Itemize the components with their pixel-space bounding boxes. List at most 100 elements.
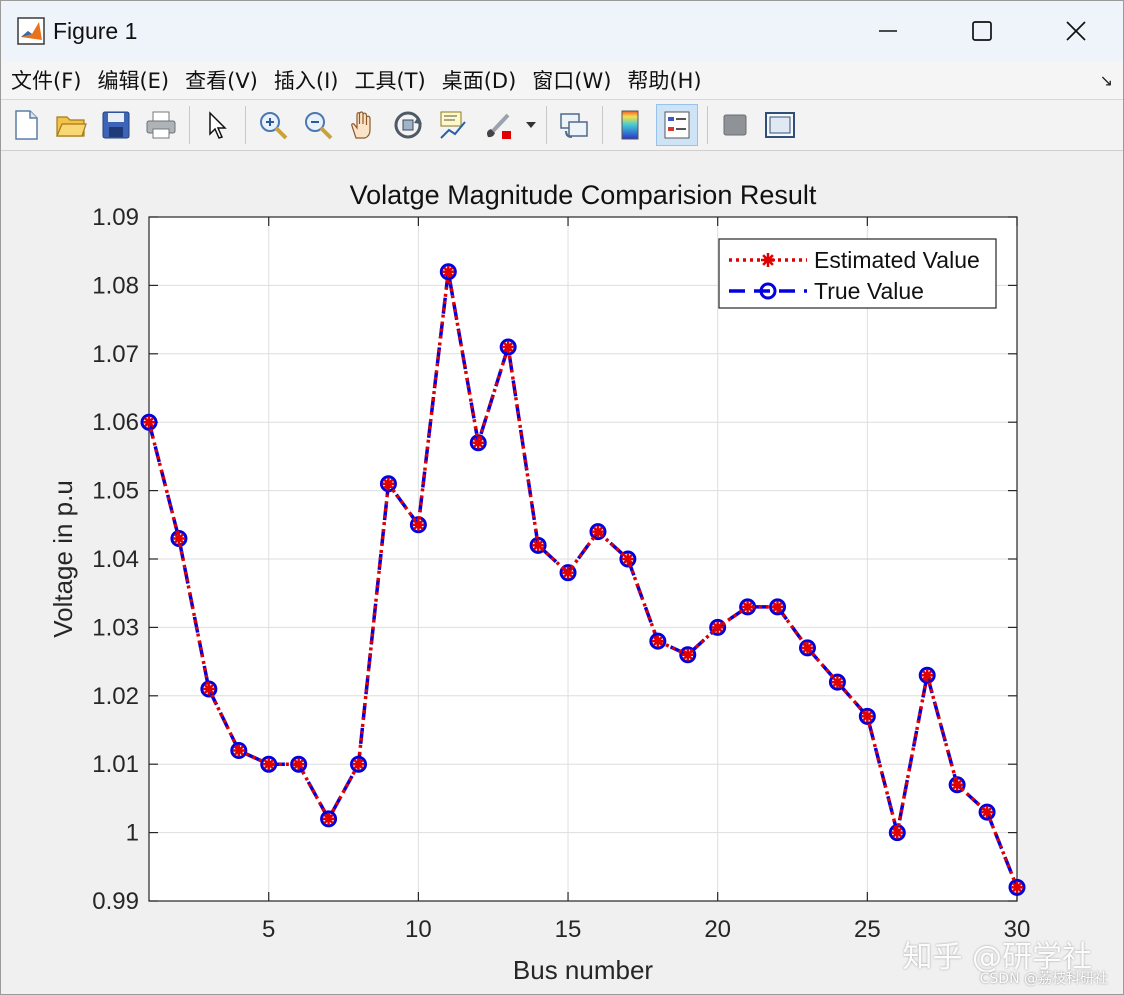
- select-pointer-icon[interactable]: [198, 105, 236, 145]
- toolbar-separator: [546, 106, 547, 144]
- legend-icon[interactable]: [656, 104, 698, 146]
- true-value-marker: [649, 632, 667, 650]
- asterisk-stroke: [772, 601, 783, 612]
- watermark-csdn: CSDN @荔枝科研社: [979, 971, 1108, 987]
- menu-desktop[interactable]: 桌面(D): [441, 69, 517, 93]
- brush-dropdown-icon[interactable]: [524, 105, 538, 145]
- data-cursor-icon[interactable]: [434, 105, 472, 145]
- estimated-value-marker: [382, 477, 395, 490]
- asterisk-stroke: [862, 711, 873, 722]
- asterisk-stroke: [263, 759, 274, 770]
- toolbar-separator: [602, 106, 603, 144]
- estimated-value-marker: [472, 436, 485, 449]
- toolbar: [1, 100, 1123, 151]
- asterisk-stroke: [323, 813, 334, 825]
- x-axis-label: Bus number: [513, 955, 654, 985]
- window-controls: [841, 1, 1123, 61]
- true-value-marker: [439, 263, 457, 281]
- estimated-value-marker: [143, 416, 155, 429]
- close-button[interactable]: [1029, 1, 1123, 61]
- colorbar-icon[interactable]: [611, 105, 649, 145]
- estimated-value-marker: [532, 539, 545, 552]
- true-value-marker: [769, 598, 787, 616]
- legend: Estimated Value True Value: [718, 238, 997, 309]
- estimated-value-marker: [352, 758, 365, 771]
- menu-help[interactable]: 帮助(H): [627, 69, 702, 93]
- estimated-value-marker: [831, 676, 844, 689]
- y-tick-label: 1.07: [92, 341, 139, 368]
- y-tick-label: 1.09: [92, 204, 139, 231]
- true-value-marker: [350, 755, 368, 773]
- asterisk-stroke: [473, 437, 484, 448]
- dock-arrow-icon[interactable]: ↘: [1099, 73, 1113, 90]
- true-value-marker: [379, 475, 397, 493]
- matlab-logo-icon: [17, 17, 45, 45]
- asterisk-stroke: [353, 759, 364, 770]
- watermark-zhihu: 知乎 @研学社: [902, 940, 1092, 975]
- asterisk-stroke: [413, 519, 424, 530]
- estimated-value-marker: [232, 744, 245, 757]
- asterisk-stroke: [622, 553, 633, 565]
- x-tick-label: 5: [262, 916, 275, 943]
- y-tick-label: 1.04: [92, 546, 139, 573]
- maximize-button[interactable]: [935, 1, 1029, 61]
- rotate-3d-icon[interactable]: [389, 105, 427, 145]
- estimated-value-marker: [591, 525, 604, 538]
- true-value-marker: [709, 618, 727, 636]
- asterisk-stroke: [1011, 882, 1023, 893]
- estimated-value-marker: [981, 806, 994, 819]
- brush-icon[interactable]: [479, 105, 517, 145]
- menu-tools[interactable]: 工具(T): [354, 69, 426, 93]
- print-icon[interactable]: [142, 105, 180, 145]
- y-tick-label: 0.99: [92, 888, 139, 915]
- estimated-value-marker: [502, 340, 515, 353]
- asterisk-stroke: [682, 649, 693, 660]
- true-value-marker: [828, 673, 846, 691]
- asterisk-stroke: [712, 622, 723, 633]
- asterisk-stroke: [233, 745, 244, 756]
- asterisk-stroke: [383, 478, 394, 489]
- open-folder-icon[interactable]: [52, 105, 90, 145]
- x-tick-label: 25: [854, 916, 881, 943]
- estimated-value-marker: [801, 641, 814, 654]
- y-axis-label: Voltage in p.u: [48, 480, 78, 638]
- true-value-marker: [679, 646, 697, 664]
- menu-window[interactable]: 窗口(W): [532, 69, 612, 93]
- title-bar: Figure 1: [1, 1, 1123, 61]
- legend-label-true: True Value: [814, 278, 924, 304]
- menu-view[interactable]: 查看(V): [185, 69, 258, 93]
- save-icon[interactable]: [97, 105, 135, 145]
- estimated-value-marker: [891, 826, 904, 839]
- link-plot-icon[interactable]: [555, 105, 593, 145]
- estimated-value-marker: [771, 600, 784, 613]
- show-plot-tools-icon[interactable]: [761, 105, 799, 145]
- zoom-out-icon[interactable]: [299, 105, 337, 145]
- pan-hand-icon[interactable]: [344, 105, 382, 145]
- y-tick-label: 1.02: [92, 683, 139, 710]
- chart-svg[interactable]: 5 10 15 20 25 30 0.99 1 1.01 1.02 1.03 1.04 1.05 1.06…: [2, 152, 1122, 992]
- asterisk-stroke: [562, 567, 574, 578]
- asterisk-stroke: [592, 526, 604, 537]
- estimated-value-marker: [412, 518, 425, 531]
- asterisk-stroke: [981, 806, 993, 818]
- legend-label-estimated: Estimated Value: [814, 247, 980, 273]
- asterisk-stroke: [143, 417, 155, 428]
- window-title: Figure 1: [53, 17, 138, 44]
- menu-insert[interactable]: 插入(I): [273, 69, 339, 93]
- estimated-value-marker: [861, 710, 874, 723]
- menu-file[interactable]: 文件(F): [11, 69, 82, 93]
- series-line-true-value: [147, 271, 1019, 888]
- menu-bar: 文件(F) 编辑(E) 查看(V) 插入(I) 工具(T) 桌面(D) 窗口(W…: [1, 61, 1123, 100]
- hide-plot-tools-icon[interactable]: [716, 105, 754, 145]
- menu-edit[interactable]: 编辑(E): [97, 69, 170, 93]
- toolbar-separator: [245, 106, 246, 144]
- new-file-icon[interactable]: [7, 105, 45, 145]
- minimize-button[interactable]: [841, 1, 935, 61]
- zoom-in-icon[interactable]: [254, 105, 292, 145]
- y-tick-label: 1.03: [92, 614, 139, 641]
- estimated-value-marker: [262, 758, 275, 771]
- true-value-marker: [559, 564, 577, 582]
- estimated-value-marker: [172, 532, 185, 545]
- true-value-marker: [499, 338, 517, 356]
